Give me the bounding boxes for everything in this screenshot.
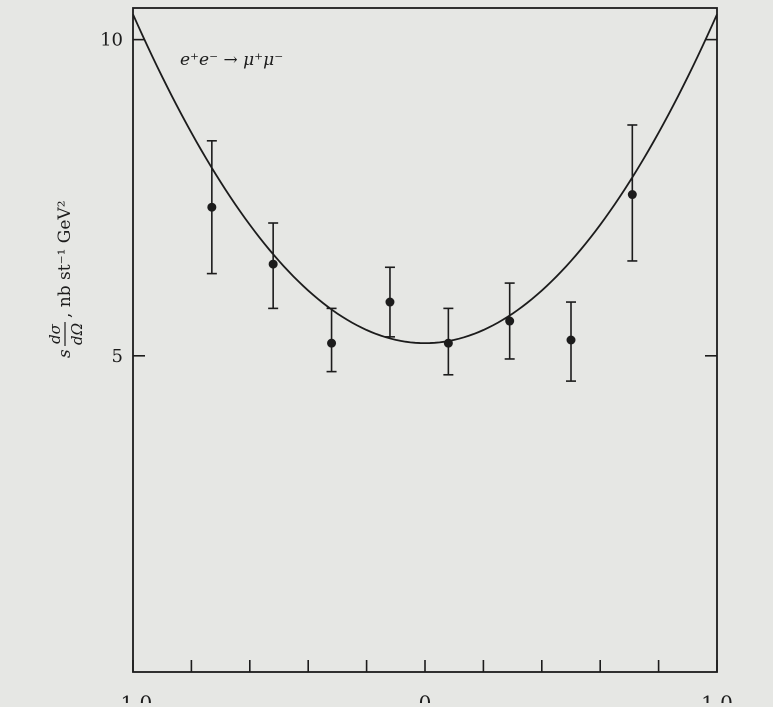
chart-title: e⁺e⁻ → μ⁺μ⁻ <box>180 50 283 70</box>
data-marker <box>207 202 217 212</box>
data-point-4 <box>384 266 395 338</box>
y-axis-label-prefix: s <box>55 349 75 358</box>
data-marker <box>627 190 637 200</box>
x-tick-group: -1.0 0 1.0 <box>114 660 733 707</box>
fit-curve-line <box>132 13 718 345</box>
plot-frame <box>132 7 718 673</box>
x-tick-label: 1.0 <box>701 691 733 703</box>
data-point-3 <box>326 307 337 373</box>
data-point-1 <box>206 140 217 275</box>
data-marker <box>327 338 337 348</box>
y-tick-label: 10 <box>100 30 123 51</box>
x-tick-label: 0 <box>419 691 432 703</box>
y-tick-group: 10 5 <box>100 30 717 367</box>
data-point-5 <box>443 307 454 376</box>
data-point-7 <box>566 301 576 382</box>
data-marker <box>268 259 278 269</box>
y-axis-label-units: , nb st⁻¹ GeV² <box>55 200 75 318</box>
y-axis-label-denominator: dΩ <box>68 323 86 345</box>
data-marker <box>505 316 515 326</box>
data-marker <box>385 297 395 307</box>
data-point-6 <box>504 282 515 360</box>
y-tick-label: 5 <box>112 346 123 367</box>
y-axis-label: s dσ dΩ , nb st⁻¹ GeV² <box>46 200 86 358</box>
y-axis-label-numerator: dσ <box>46 323 64 344</box>
data-marker <box>443 338 453 348</box>
data-point-8 <box>627 124 638 262</box>
data-marker <box>566 335 576 345</box>
fit-curve-group <box>132 13 718 345</box>
plot-border <box>132 7 718 673</box>
data-point-2 <box>268 222 279 310</box>
data-points-group <box>206 124 638 382</box>
x-tick-label: -1.0 <box>114 691 153 703</box>
